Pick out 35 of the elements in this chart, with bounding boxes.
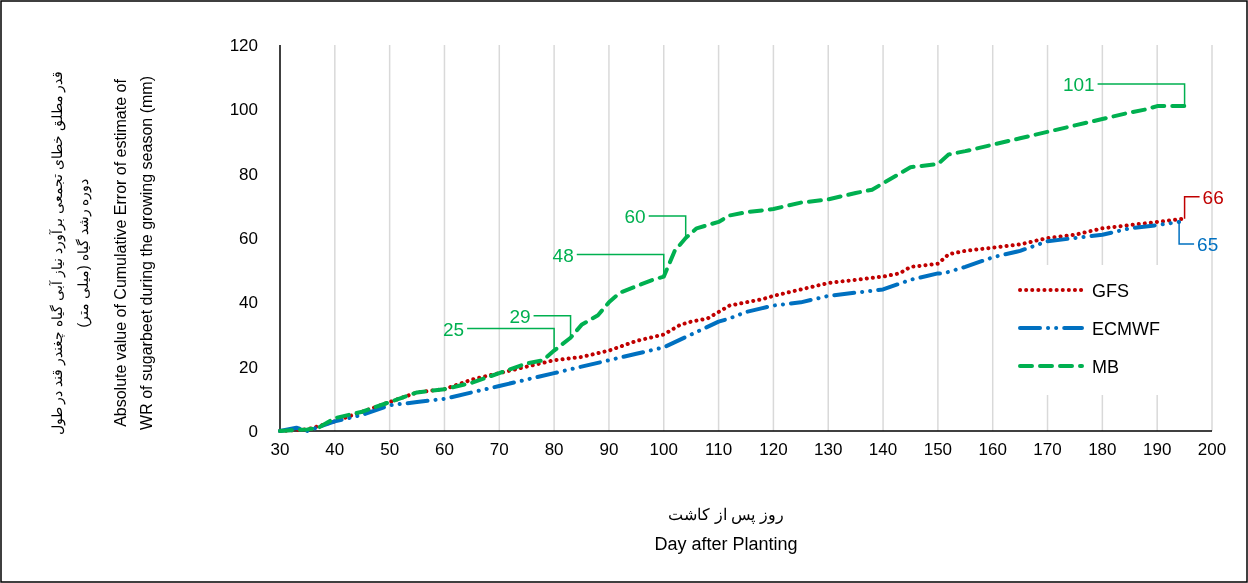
- y-tick-label: 100: [229, 100, 258, 120]
- y-tick-label: 40: [239, 293, 258, 313]
- x-tick-label: 90: [599, 440, 619, 459]
- x-tick-label: 180: [1088, 440, 1117, 459]
- x-tick-label: 130: [814, 440, 843, 459]
- data-label: 25: [442, 318, 465, 340]
- x-tick-label: 190: [1142, 440, 1172, 459]
- data-label: 101: [1062, 74, 1095, 96]
- legend-label: MB: [1092, 357, 1119, 377]
- y-tick-label: 80: [239, 164, 258, 184]
- y-tick-label: 0: [248, 422, 258, 441]
- data-label: 29: [509, 305, 531, 327]
- x-tick-label: 40: [325, 440, 345, 459]
- x-tick-label: 140: [868, 440, 898, 459]
- x-tick-label: 150: [923, 440, 953, 459]
- x-tick-label: 110: [705, 440, 733, 459]
- legend-label: ECMWF: [1092, 319, 1160, 339]
- x-tick-label: 70: [489, 440, 509, 459]
- x-tick-label: 60: [435, 440, 454, 459]
- y-tick-label: 120: [229, 36, 258, 55]
- x-tick-label: 50: [380, 440, 400, 459]
- data-label: 66: [1202, 186, 1224, 208]
- data-label: 60: [624, 206, 646, 227]
- data-label: 65: [1197, 233, 1219, 255]
- legend-label: GFS: [1092, 281, 1130, 301]
- x-tick-label: 100: [649, 440, 678, 459]
- data-label: 48: [552, 244, 574, 266]
- x-tick-label: 80: [544, 440, 564, 459]
- x-tick-label: 170: [1033, 440, 1062, 459]
- x-tick-label: 160: [978, 440, 1007, 459]
- x-tick-label: 200: [1197, 440, 1227, 459]
- x-tick-label: 30: [270, 440, 290, 459]
- y-tick-label: 20: [239, 357, 258, 377]
- y-tick-label: 60: [239, 229, 258, 248]
- x-tick-label: 120: [759, 440, 788, 459]
